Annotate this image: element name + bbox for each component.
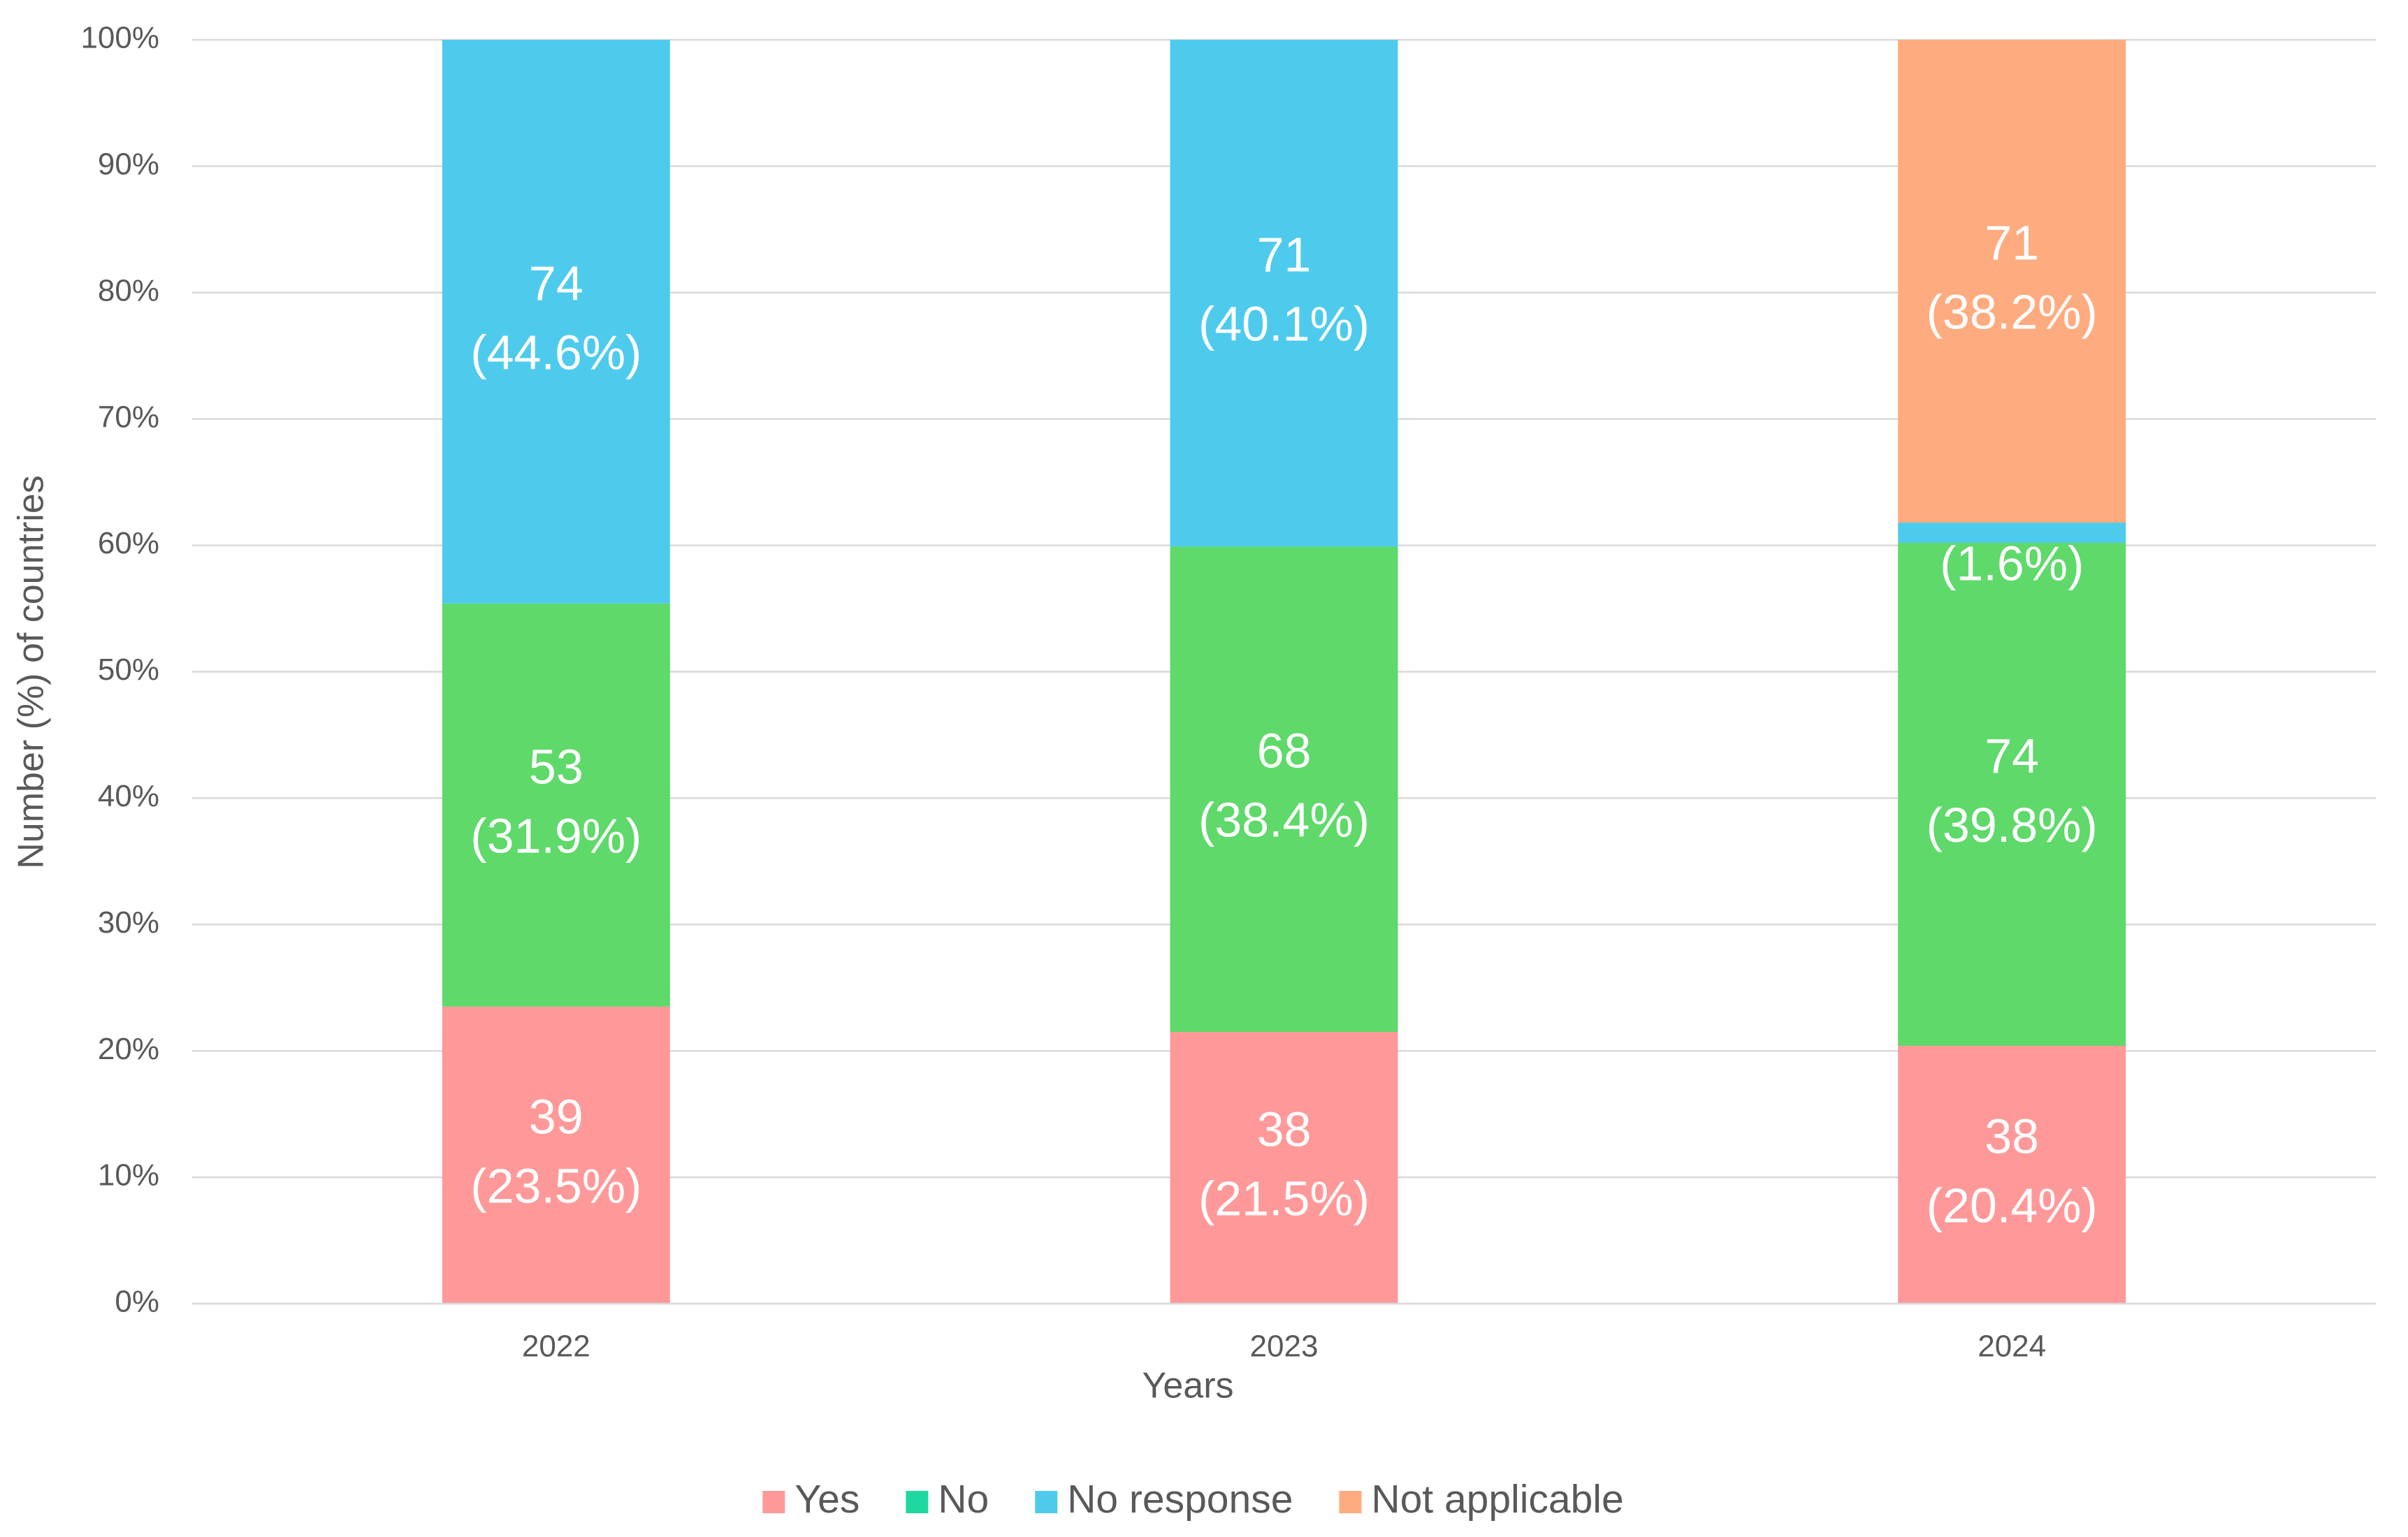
y-tick-label: 90% — [98, 147, 159, 182]
x-tick-label: 2024 — [1978, 1330, 2046, 1364]
legend-label: Not applicable — [1371, 1477, 1623, 1522]
data-label: (31.9%) — [470, 808, 641, 863]
x-axis-title: Years — [1142, 1366, 1233, 1406]
y-tick-label: 70% — [98, 400, 159, 434]
y-tick-label: 50% — [98, 653, 159, 687]
bar-segment — [1898, 40, 2126, 523]
data-label: (1.6%) — [1940, 536, 2084, 590]
data-label: 38 — [1257, 1102, 1312, 1157]
y-tick-label: 40% — [98, 779, 159, 813]
data-label: 38 — [1985, 1109, 2039, 1163]
legend-label: No — [938, 1477, 989, 1522]
legend-label: No response — [1067, 1477, 1293, 1522]
data-label: 74 — [529, 256, 583, 310]
bar-segment — [1898, 542, 2126, 1046]
bar-segment — [1170, 546, 1398, 1033]
legend-label: Yes — [795, 1477, 860, 1522]
data-label: (39.8%) — [1927, 798, 2098, 852]
legend-swatch — [906, 1491, 929, 1513]
data-label: (44.6%) — [470, 325, 641, 379]
data-label: 74 — [1985, 729, 2039, 783]
data-label: (38.2%) — [1927, 285, 2098, 340]
data-label: (38.4%) — [1198, 793, 1370, 847]
bar-segment — [442, 603, 670, 1007]
data-label: 71 — [1985, 216, 2039, 270]
y-tick-label: 60% — [98, 526, 159, 560]
bar-segment — [442, 40, 670, 604]
legend-swatch — [1339, 1491, 1362, 1513]
data-label: 39 — [529, 1089, 583, 1144]
legend-swatch — [1035, 1491, 1058, 1513]
y-axis-title: Number (%) of countries — [11, 475, 52, 869]
y-tick-label: 10% — [98, 1158, 159, 1193]
y-tick-label: 100% — [80, 21, 159, 55]
bar-segment — [1170, 1032, 1398, 1304]
x-tick-label: 2022 — [522, 1330, 590, 1364]
data-label: (40.1%) — [1198, 297, 1370, 351]
data-label: (20.4%) — [1927, 1178, 2098, 1232]
data-label: 68 — [1257, 724, 1312, 778]
bar-segment — [1170, 40, 1398, 547]
bar-segment — [1898, 1045, 2126, 1304]
legend-swatch — [762, 1491, 785, 1513]
data-label: 71 — [1257, 228, 1312, 282]
data-label: (23.5%) — [470, 1158, 641, 1213]
data-label: (21.5%) — [1198, 1172, 1370, 1226]
bar-segment — [1898, 523, 2126, 543]
x-tick-label: 2023 — [1250, 1330, 1319, 1364]
y-tick-label: 0% — [115, 1285, 159, 1319]
y-tick-label: 20% — [98, 1032, 159, 1066]
data-label: 53 — [529, 739, 583, 794]
y-tick-label: 30% — [98, 905, 159, 940]
y-tick-label: 80% — [98, 273, 159, 307]
bar-segment — [442, 1006, 670, 1304]
